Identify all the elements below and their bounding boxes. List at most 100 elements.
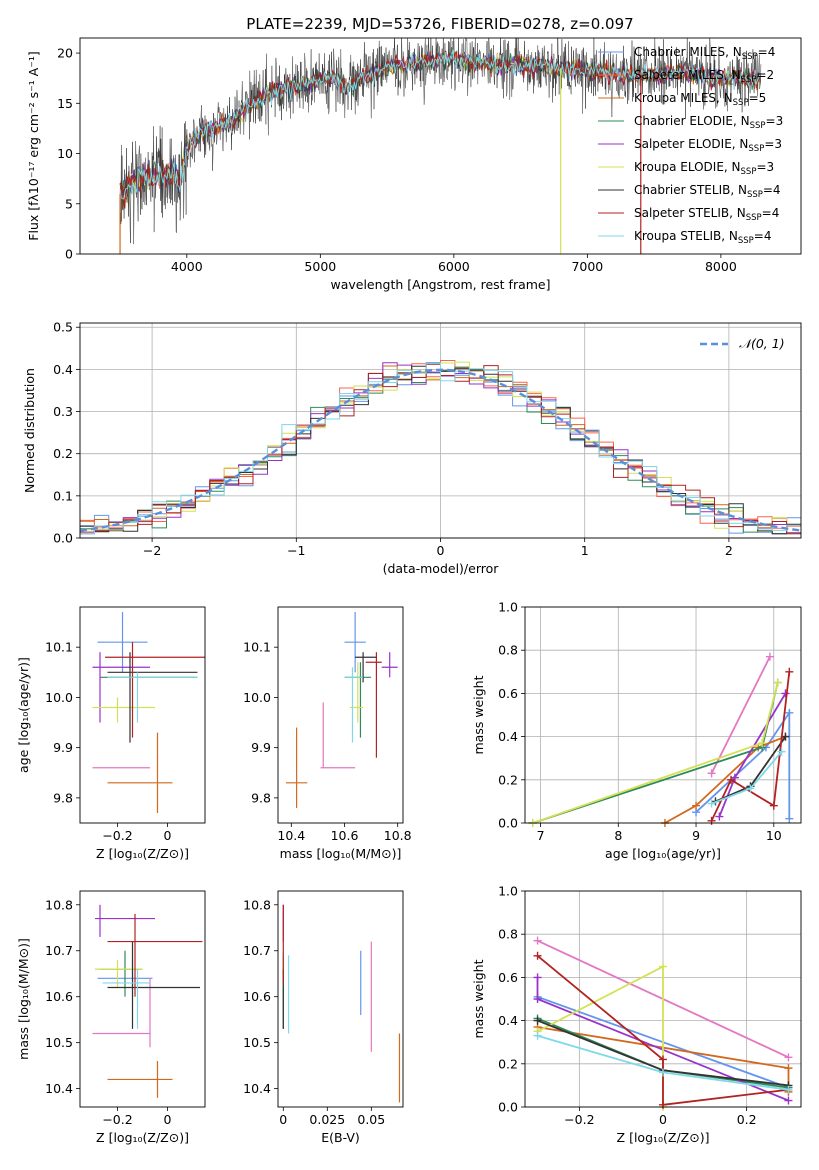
y-tick-label: 10.7 <box>45 943 73 958</box>
plus-marker <box>659 1068 667 1077</box>
mass-weight-line <box>532 682 779 823</box>
axes-frame <box>524 606 802 824</box>
y-tick-label: 0.2 <box>498 1056 518 1071</box>
legend-value: =3 <box>764 137 782 151</box>
legend-value: =4 <box>758 45 776 59</box>
plus-marker <box>769 801 778 810</box>
plus-marker <box>746 784 755 793</box>
x-tick-label: −0.2 <box>102 828 132 843</box>
y-tick-label: 0.8 <box>498 927 518 942</box>
y-axis-label: Normed distribution <box>22 368 37 493</box>
x-tick-label: 8 <box>614 828 622 843</box>
x-tick-label: 0.2 <box>737 1112 757 1127</box>
y-tick-label: 0.6 <box>498 686 518 701</box>
x-axis-label: (data-model)/error <box>383 561 500 576</box>
y-tick-label: 10.1 <box>243 640 271 655</box>
axes-frame <box>277 890 404 1108</box>
y-tick-label: 10 <box>57 146 73 161</box>
x-tick-label: 2 <box>725 543 733 558</box>
y-tick-label: 0.5 <box>53 320 73 335</box>
y-tick-label: 10.5 <box>45 1035 73 1050</box>
x-axis-label: Z [log₁₀(Z/Z⊙)] <box>617 1130 710 1145</box>
y-tick-label: 0.4 <box>498 1013 518 1028</box>
x-tick-label: 0 <box>279 1112 287 1127</box>
legend-subscript: SSP <box>746 213 762 223</box>
y-tick-label: 0.0 <box>53 531 73 546</box>
plus-marker <box>715 812 724 821</box>
plus-marker <box>707 769 716 778</box>
y-tick-label: 10.6 <box>45 989 73 1004</box>
y-tick-label: 10.5 <box>243 1035 271 1050</box>
y-axis-label: Flux [fλ10⁻¹⁷ erg cm⁻² s⁻¹ A⁻¹] <box>26 51 41 240</box>
x-tick-label: 0.025 <box>309 1112 345 1127</box>
legend-label: Kroupa STELIB, NSSP=4 <box>634 229 772 246</box>
y-tick-label: 10.0 <box>45 690 73 705</box>
x-axis-label: E(B-V) <box>321 1130 360 1145</box>
y-tick-label: 9.9 <box>251 740 271 755</box>
plus-marker <box>659 962 667 971</box>
x-axis-label: age [log₁₀(age/yr)] <box>605 846 721 861</box>
mass-weight-line <box>536 955 789 1106</box>
plus-marker <box>727 775 736 784</box>
plus-marker <box>784 1064 793 1073</box>
y-tick-label: 0.4 <box>53 362 73 377</box>
axes-frame <box>79 322 802 539</box>
legend-subscript: SSP <box>742 52 758 62</box>
y-tick-label: 0.2 <box>53 446 73 461</box>
plus-marker <box>765 652 774 661</box>
legend-label: Salpeter MILES, NSSP=2 <box>634 68 774 85</box>
plus-marker <box>785 814 794 823</box>
y-tick-label: 0.0 <box>498 1100 518 1115</box>
x-tick-label: 7000 <box>571 259 603 274</box>
plus-marker <box>533 1016 542 1025</box>
y-tick-label: 10.8 <box>243 897 271 912</box>
legend-label: Chabrier STELIB, NSSP=4 <box>634 183 781 200</box>
legend-value: =4 <box>754 229 772 243</box>
x-tick-label: −2 <box>143 543 161 558</box>
legend-subscript: SSP <box>750 121 766 131</box>
y-tick-label: 5 <box>65 196 73 211</box>
plus-marker <box>659 1055 667 1064</box>
plus-marker <box>784 1085 793 1094</box>
mass-vs-metallicity-panel: −0.2 0 10.4 10.5 10.6 10.7 10.8 Z [log₁₀(Z/Z⊙)]… <box>16 890 206 1145</box>
x-tick-label: −0.2 <box>102 1112 132 1127</box>
legend-label: Salpeter STELIB, NSSP=4 <box>634 206 779 223</box>
plus-marker <box>784 1096 793 1105</box>
legend-subscript: SSP <box>748 144 764 154</box>
y-tick-label: 0.6 <box>498 970 518 985</box>
x-tick-label: 1 <box>581 543 589 558</box>
y-tick-label: 1.0 <box>498 884 518 899</box>
x-tick-label: 10.8 <box>384 828 412 843</box>
plus-marker <box>781 732 790 741</box>
y-tick-label: 10.1 <box>45 640 73 655</box>
plus-marker <box>533 951 542 960</box>
y-tick-label: 9.8 <box>53 790 73 805</box>
x-tick-label: 4000 <box>171 259 203 274</box>
legend-label: Salpeter ELODIE, NSSP=3 <box>634 137 782 154</box>
legend-value: =2 <box>756 68 774 82</box>
y-tick-label: 10.6 <box>243 989 271 1004</box>
y-axis-label: mass weight <box>471 675 486 754</box>
x-tick-label: 0 <box>164 828 172 843</box>
legend-subscript: SSP <box>738 236 754 246</box>
spectrum-series-line <box>119 49 761 200</box>
legend-subscript: SSP <box>733 98 749 108</box>
y-tick-label: 9.8 <box>251 790 271 805</box>
plus-marker <box>784 1053 793 1062</box>
x-tick-label: 8000 <box>705 259 737 274</box>
plus-marker <box>773 678 782 687</box>
x-axis-label: wavelength [Angstrom, rest frame] <box>330 277 550 292</box>
y-tick-label: 20 <box>57 46 73 61</box>
x-tick-label: 5000 <box>304 259 336 274</box>
plus-marker <box>533 1031 542 1040</box>
plus-marker <box>692 801 701 810</box>
plus-marker <box>777 747 786 756</box>
y-axis-label: mass weight <box>471 959 486 1038</box>
mass-weight-vs-metallicity-panel: −0.2 0 0.2 0.0 0.2 0.4 0.6 0.8 1.0 Z [log₁₀(Z/Z⊙)… <box>471 884 802 1145</box>
y-tick-label: 1.0 <box>498 600 518 615</box>
residual-histogram-panel: −2 −1 0 1 2 0.0 0.1 0.2 0.3 0.4 0.5 (data-model)/er… <box>22 320 802 576</box>
y-tick-label: 10.0 <box>243 690 271 705</box>
plus-marker <box>781 689 790 698</box>
y-axis-label: mass [log₁₀(M/M⊙)] <box>16 938 31 1060</box>
plus-marker <box>758 739 767 748</box>
